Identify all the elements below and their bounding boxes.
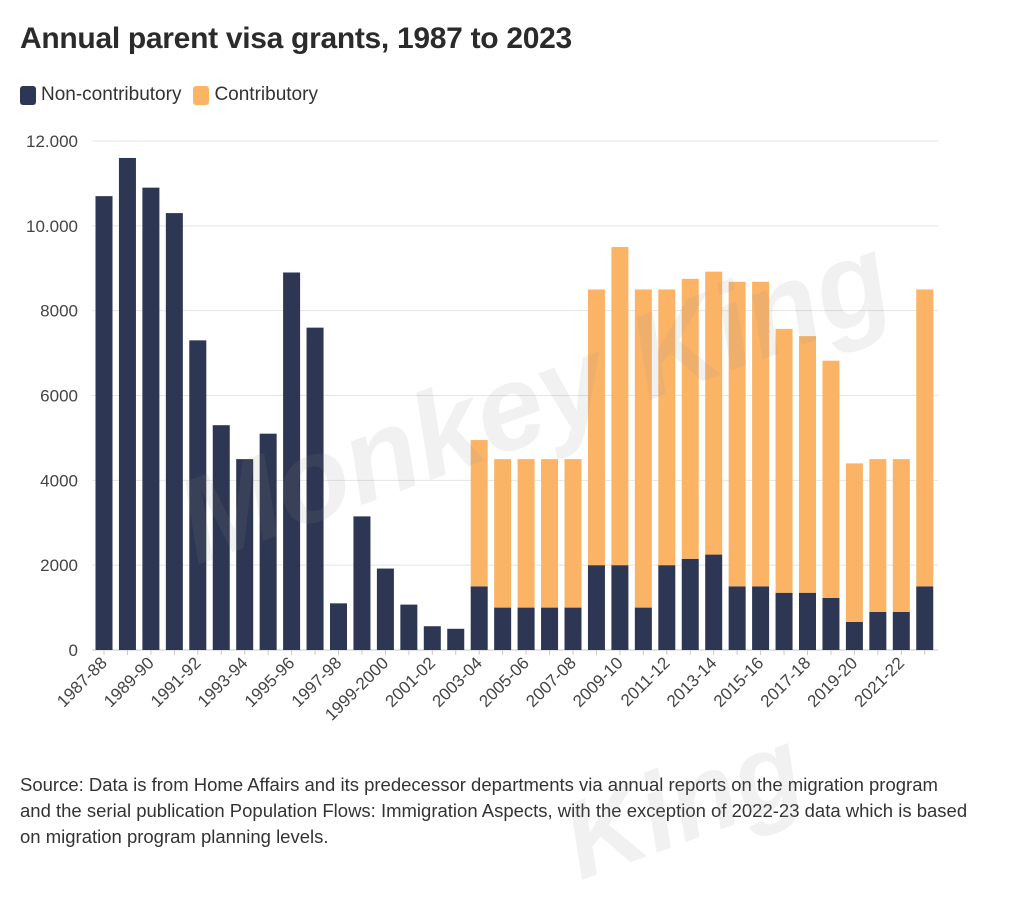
source-note: Source: Data is from Home Affairs and it… — [20, 774, 968, 847]
bar-contributory — [752, 281, 770, 587]
x-tick-label: 2013-14 — [663, 653, 721, 711]
bar-non-contributory — [869, 611, 887, 650]
bar-contributory — [799, 336, 816, 593]
y-tick-label: 6000 — [40, 387, 78, 406]
bar-chart: 0 2000 4000 6000 8000 10.000 12.000 1987-881989… — [26, 132, 938, 724]
bar-contributory — [517, 459, 535, 608]
x-tick-label: 2017-18 — [757, 653, 815, 711]
bar-contributory — [587, 289, 605, 566]
bar-contributory — [705, 271, 723, 555]
y-tick-label: 2000 — [40, 556, 78, 575]
legend-label-non-contributory: Non-contributory — [41, 84, 182, 105]
x-tick-label: 1993-94 — [194, 653, 252, 711]
bar-non-contributory — [916, 586, 934, 650]
bar-non-contributory — [658, 565, 676, 650]
bar-non-contributory — [494, 607, 512, 650]
bar-non-contributory — [799, 592, 816, 650]
legend-swatch-contributory — [193, 85, 210, 105]
bar-non-contributory — [423, 626, 441, 650]
bar-non-contributory — [634, 607, 652, 650]
bar-contributory — [470, 440, 488, 587]
x-tick-label: 1995-96 — [241, 653, 299, 711]
bar-non-contributory — [587, 565, 605, 650]
x-tick-label: 2007-08 — [522, 653, 580, 711]
bar-contributory — [775, 328, 793, 593]
bar-non-contributory — [564, 607, 582, 650]
x-tick-label: 2015-16 — [710, 653, 768, 711]
bar-non-contributory — [541, 607, 559, 650]
x-tick-label: 1987-88 — [53, 653, 111, 711]
x-tick-label: 1991-92 — [147, 653, 205, 711]
bar-non-contributory — [376, 568, 394, 650]
bar-non-contributory — [118, 157, 136, 650]
legend-swatch-non-contributory — [20, 85, 36, 105]
bar-contributory — [541, 459, 559, 608]
x-tick-label: 2001-02 — [382, 653, 440, 711]
bar-contributory — [564, 459, 582, 608]
bar-contributory — [845, 463, 863, 623]
y-tick-label: 8000 — [40, 302, 78, 321]
bar-non-contributory — [681, 558, 699, 650]
bar-non-contributory — [330, 603, 347, 650]
bar-non-contributory — [142, 187, 160, 650]
y-tick-label: 0 — [69, 641, 78, 660]
bar-non-contributory — [283, 272, 301, 650]
bar-non-contributory — [470, 586, 488, 650]
bar-non-contributory — [165, 213, 183, 650]
bar-contributory — [822, 360, 840, 598]
bar-contributory — [892, 459, 910, 612]
bar-non-contributory — [236, 459, 254, 650]
bar-non-contributory — [400, 604, 418, 650]
x-tick-label: 2019-20 — [804, 653, 862, 711]
bar-contributory — [916, 289, 934, 587]
bar-non-contributory — [306, 327, 324, 650]
bar-non-contributory — [611, 565, 629, 650]
bar-contributory — [869, 459, 887, 612]
bar-non-contributory — [845, 622, 863, 650]
bar-non-contributory — [892, 611, 910, 650]
y-tick-label: 4000 — [40, 471, 78, 490]
x-tick-label: 1989-90 — [100, 653, 158, 711]
bar-non-contributory — [189, 340, 207, 650]
bar-contributory — [494, 459, 512, 608]
x-tick-label: 2011-12 — [617, 653, 674, 710]
bar-contributory — [728, 281, 746, 587]
x-tick-label: 2003-04 — [428, 653, 486, 711]
bar-non-contributory — [447, 628, 465, 650]
legend-item-non-contributory: Non-contributory — [20, 84, 181, 106]
legend-item-contributory: Contributory — [193, 84, 318, 106]
legend-label-contributory: Contributory — [214, 84, 318, 105]
bar-contributory — [658, 289, 676, 566]
bar-non-contributory — [705, 554, 723, 650]
bar-contributory — [611, 247, 629, 566]
bar-non-contributory — [353, 516, 371, 650]
bar-non-contributory — [775, 592, 793, 650]
bar-contributory — [681, 278, 699, 559]
x-tick-label: 2005-06 — [475, 653, 533, 711]
y-tick-label: 12.000 — [26, 132, 78, 151]
bar-non-contributory — [728, 586, 746, 650]
bar-non-contributory — [517, 607, 535, 650]
bar-contributory — [634, 289, 652, 608]
bar-non-contributory — [822, 597, 840, 650]
legend: Non-contributory Contributory — [20, 84, 330, 106]
chart-title: Annual parent visa grants, 1987 to 2023 — [20, 22, 572, 55]
x-tick-label: 2009-10 — [569, 653, 627, 711]
bar-non-contributory — [212, 425, 230, 650]
bar-non-contributory — [95, 196, 113, 650]
y-tick-label: 10.000 — [26, 217, 78, 236]
bar-non-contributory — [259, 433, 277, 650]
x-tick-label: 2021-22 — [851, 653, 909, 711]
bar-non-contributory — [752, 586, 770, 650]
